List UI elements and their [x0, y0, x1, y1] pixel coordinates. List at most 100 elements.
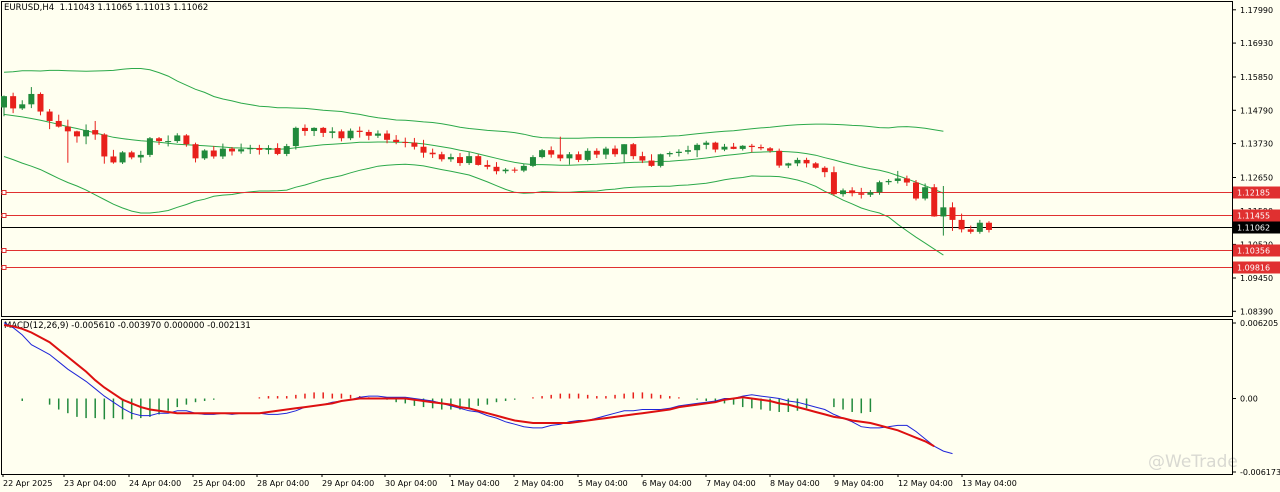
- candle-body: [913, 182, 919, 199]
- ohlc-readout: 1.11043 1.11065 1.11013 1.11062: [59, 3, 209, 13]
- price-axis-label: 1.17990: [1240, 6, 1273, 15]
- candle-body: [721, 146, 728, 150]
- candle-body: [949, 207, 956, 220]
- candle-body: [83, 130, 90, 137]
- price-axis-label: 1.16930: [1240, 39, 1273, 48]
- candle-body: [922, 187, 929, 199]
- candle-body: [529, 157, 536, 166]
- candle-body: [1, 96, 7, 108]
- price-axis-label: 1.09450: [1240, 274, 1273, 283]
- level-price-tag: [1233, 261, 1280, 274]
- candle-body: [967, 229, 974, 232]
- time-axis-label: 7 May 04:00: [706, 479, 756, 488]
- candle-body: [183, 135, 190, 145]
- candle-body: [630, 144, 637, 157]
- candle-body: [539, 150, 546, 158]
- candle-body: [128, 152, 135, 158]
- level-price-label: 1.12185: [1237, 189, 1270, 198]
- candle-body: [374, 133, 381, 136]
- candle-body: [748, 145, 755, 148]
- candle-body: [794, 159, 801, 164]
- bollinger-lower-band: [3, 156, 944, 256]
- time-axis-label: 13 May 04:00: [962, 479, 1017, 488]
- candle-body: [137, 154, 144, 158]
- candle-body: [575, 154, 582, 160]
- candle-body: [384, 133, 391, 140]
- candle-body: [247, 147, 254, 150]
- candle-body: [648, 160, 655, 166]
- macd-axis-label: -0.006173: [1240, 468, 1280, 477]
- candle-body: [402, 142, 409, 144]
- candle-body: [557, 154, 564, 159]
- candle-body: [438, 154, 445, 160]
- candle-body: [475, 156, 482, 165]
- candle-body: [210, 150, 217, 157]
- candle-body: [675, 151, 682, 154]
- candle-body: [548, 150, 555, 155]
- price-panel-frame: [1, 1, 1233, 317]
- candle-body: [420, 146, 427, 153]
- candle-body: [757, 147, 764, 149]
- macd-panel-frame: [1, 319, 1233, 475]
- candle-body: [867, 192, 874, 195]
- candle-body: [292, 127, 299, 147]
- candle-body: [101, 134, 108, 157]
- candle-body: [520, 165, 527, 171]
- bollinger-middle-band: [3, 113, 944, 194]
- candle-body: [192, 144, 199, 159]
- candle-body: [849, 190, 856, 194]
- candle-body: [64, 126, 71, 132]
- candle-body: [447, 157, 454, 160]
- candle-body: [46, 111, 53, 121]
- candle-body: [858, 193, 865, 195]
- candle-body: [894, 178, 901, 181]
- price-axis-label: 1.08390: [1240, 307, 1273, 316]
- time-axis-label: 29 Apr 04:00: [322, 479, 374, 488]
- candle-body: [265, 147, 272, 150]
- candle-body: [958, 219, 965, 230]
- candle-body: [466, 156, 473, 164]
- candle-body: [55, 120, 62, 127]
- time-axis-label: 25 Apr 04:00: [193, 479, 245, 488]
- price-axis-label: 1.15850: [1240, 73, 1273, 82]
- current-price-label: 1.11062: [1237, 224, 1270, 233]
- candle-body: [393, 139, 400, 143]
- time-axis-label: 6 May 04:00: [642, 479, 692, 488]
- level-price-label: 1.10356: [1237, 247, 1270, 256]
- time-axis-label: 1 May 04:00: [450, 479, 500, 488]
- candle-body: [73, 131, 80, 137]
- candle-body: [903, 178, 910, 183]
- candle-body: [694, 144, 701, 151]
- candle-body: [411, 142, 418, 147]
- level-anchor-marker: [1, 190, 7, 195]
- level-anchor-marker: [1, 248, 7, 253]
- chart-header: EURUSD,H4 1.11043 1.11065 1.11013 1.1106…: [4, 3, 208, 13]
- candle-body: [739, 145, 746, 149]
- symbol-label: EURUSD,H4: [4, 3, 55, 13]
- candle-body: [776, 150, 783, 166]
- candle-body: [10, 96, 17, 109]
- candle-body: [657, 154, 664, 166]
- candle-body: [821, 167, 828, 173]
- candle-body: [311, 127, 318, 132]
- candle-body: [730, 146, 737, 149]
- candle-body: [876, 182, 883, 193]
- candle-body: [238, 149, 245, 152]
- level-price-label: 1.09816: [1237, 264, 1270, 273]
- candle-body: [621, 144, 628, 155]
- candle-body: [229, 148, 235, 152]
- candle-body: [602, 148, 609, 155]
- candle-body: [639, 156, 646, 161]
- candle-body: [976, 222, 983, 232]
- candle-body: [812, 163, 819, 168]
- candle-body: [347, 130, 354, 139]
- time-axis-label: 23 Apr 04:00: [64, 479, 116, 488]
- candle-body: [146, 138, 153, 155]
- price-axis-label: 1.13730: [1240, 140, 1273, 149]
- price-axis-label: 1.14790: [1240, 106, 1273, 115]
- candle-body: [356, 130, 363, 132]
- macd-line: [3, 322, 953, 455]
- time-axis-label: 22 Apr 2025: [3, 479, 52, 488]
- candle-body: [785, 163, 792, 166]
